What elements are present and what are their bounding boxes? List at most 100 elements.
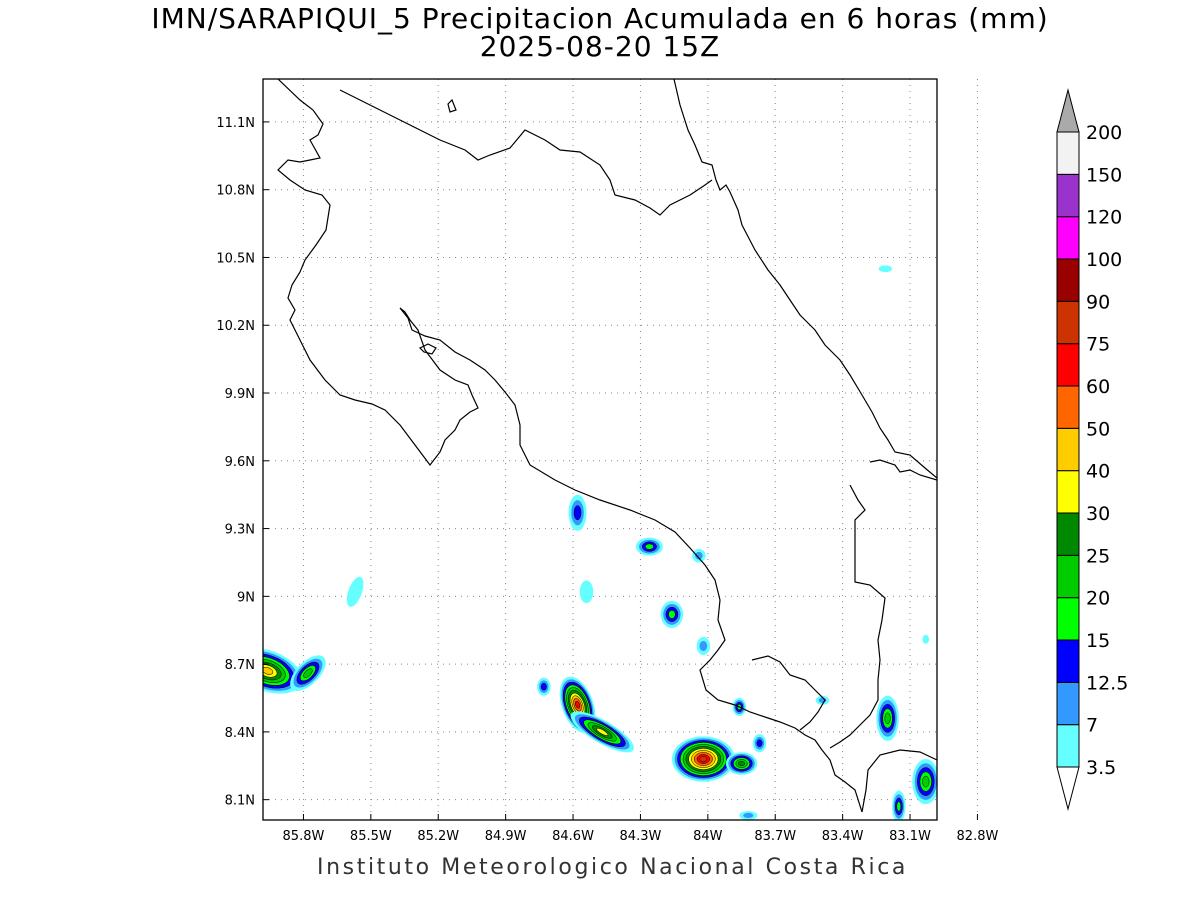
colorbar-label: 150: [1086, 164, 1122, 186]
lat-tick-label: 8.1N: [225, 794, 255, 809]
island-outline-north: [447, 98, 457, 113]
precip-cell: [570, 711, 634, 753]
precip-cell: [922, 634, 930, 644]
precip-cell: [696, 637, 711, 656]
colorbar-label: 20: [1086, 588, 1110, 610]
lat-tick-label: 9.9N: [225, 387, 255, 402]
pacific-coastline: [277, 79, 863, 813]
colorbar-label: 100: [1086, 249, 1122, 271]
panama-border: [869, 459, 937, 481]
precip-cell: [290, 655, 326, 691]
colorbar-label: 25: [1086, 545, 1110, 567]
colorbar-swatch: [1056, 258, 1080, 302]
precip-cell: [725, 752, 758, 775]
colorbar-label: 90: [1086, 291, 1110, 313]
precip-cell: [876, 695, 899, 741]
colorbar-label: 120: [1086, 207, 1122, 229]
precip-contour-level: [575, 700, 581, 709]
colorbar-swatch: [1056, 131, 1080, 175]
caribbean-coastline: [673, 79, 937, 479]
colorbar-label: 200: [1086, 122, 1122, 144]
colorbar-min-arrow: [1056, 766, 1080, 811]
colorbar-max-arrow: [1056, 88, 1080, 133]
precip-contour-level: [695, 551, 703, 560]
precip-cell: [671, 736, 735, 782]
precip-cell: [878, 265, 893, 273]
lat-tick-label: 9.3N: [225, 523, 255, 538]
lon-tick-label: 83.1W: [889, 829, 931, 844]
colorbar-label: 40: [1086, 461, 1110, 483]
colorbar-swatch: [1056, 681, 1080, 726]
lat-tick-label: 9.6N: [225, 455, 255, 470]
precipitation-layer: [263, 265, 937, 820]
precip-cell: [692, 548, 706, 563]
lon-tick-label: 85.8W: [283, 829, 325, 844]
precip-cell: [892, 790, 906, 820]
lat-tick-label: 10.5N: [216, 251, 255, 266]
colorbar: 3.5 7 12.5 15 20 25 30 40 50 60 75 90 100 120 150 200: [1056, 88, 1128, 811]
map-frame: [262, 78, 938, 821]
lon-tick-label: 85.2W: [417, 829, 459, 844]
precip-contour-level: [743, 812, 754, 819]
precip-contour-level: [756, 739, 763, 747]
lon-tick-label: 83.4W: [822, 829, 864, 844]
map-grid: [263, 79, 978, 820]
osa-peninsula: [751, 655, 826, 731]
colorbar-label: 12.5: [1086, 672, 1128, 694]
colorbar-label: 30: [1086, 503, 1110, 525]
colorbar-swatch: [1056, 343, 1080, 387]
lon-tick-label: 84.6W: [552, 829, 594, 844]
precip-cell: [537, 677, 551, 696]
colorbar-label: 50: [1086, 418, 1110, 440]
precip-contour-level: [922, 775, 930, 788]
lon-tick-label: 83.7W: [754, 829, 796, 844]
precip-contour-level: [303, 668, 313, 678]
lon-tick-label: 85.5W: [350, 829, 392, 844]
precip-contour-level: [699, 640, 708, 652]
precip-contour-level: [884, 712, 891, 725]
precip-cell: [568, 494, 587, 531]
lat-tick-label: 11.1N: [216, 116, 255, 131]
map-axes: 85.8W 85.5W 85.2W 84.9W 84.6W 84.3W 84W 83.7W 83…: [216, 116, 998, 844]
precip-cell: [263, 648, 302, 694]
lon-tick-label: 82.8W: [957, 829, 999, 844]
precip-contour-level: [668, 610, 676, 619]
colorbar-swatch: [1056, 427, 1080, 472]
footer-credit: Instituto Meteorologico Nacional Costa R…: [317, 855, 908, 880]
precip-contour-level: [896, 801, 902, 812]
precip-cell: [635, 537, 663, 556]
precip-cell: [579, 580, 594, 604]
lon-tick-label: 84W: [693, 829, 723, 844]
precip-contour-level: [922, 634, 930, 644]
precip-cell: [739, 810, 758, 820]
precip-cell: [752, 734, 767, 753]
coastline-layer: [277, 79, 937, 813]
lat-tick-label: 8.4N: [225, 726, 255, 741]
colorbar-label: 75: [1086, 334, 1110, 356]
precip-cell: [912, 759, 937, 805]
precip-contour-level: [573, 505, 582, 521]
precip-contour-level: [579, 580, 594, 604]
colorbar-label: 7: [1086, 715, 1098, 737]
colorbar-swatch: [1056, 597, 1080, 641]
colorbar-label: 15: [1086, 630, 1110, 652]
chart-title: IMN/SARAPIQUI_5 Precipitacion Acumulada …: [151, 2, 1049, 35]
lat-tick-label: 10.8N: [216, 184, 255, 199]
precip-contour-level: [645, 543, 654, 550]
lake-nicaragua-shore: [339, 89, 713, 216]
lon-tick-label: 84.3W: [620, 829, 662, 844]
precip-cell: [346, 576, 364, 607]
lat-tick-label: 9N: [237, 590, 255, 605]
island-outline: [418, 343, 437, 355]
lat-tick-label: 8.7N: [225, 658, 255, 673]
colorbar-swatch: [1056, 724, 1080, 768]
colorbar-swatch: [1056, 470, 1080, 514]
colorbar-swatch: [1056, 173, 1080, 218]
precip-contour-level: [346, 576, 364, 607]
lat-tick-label: 10.2N: [216, 319, 255, 334]
colorbar-swatch: [1056, 639, 1080, 683]
precip-contour-level: [699, 756, 708, 762]
precip-contour-level: [540, 682, 547, 691]
precip-contour-level: [738, 760, 746, 767]
